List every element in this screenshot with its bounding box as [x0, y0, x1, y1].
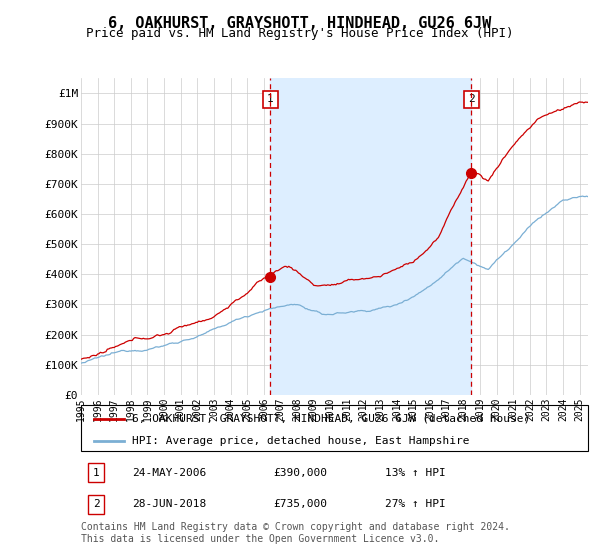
Text: 24-MAY-2006: 24-MAY-2006 — [132, 468, 206, 478]
Text: 28-JUN-2018: 28-JUN-2018 — [132, 499, 206, 509]
Text: 2: 2 — [93, 499, 100, 509]
Text: 6, OAKHURST, GRAYSHOTT, HINDHEAD, GU26 6JW (detached house): 6, OAKHURST, GRAYSHOTT, HINDHEAD, GU26 6… — [132, 414, 530, 424]
Text: Price paid vs. HM Land Registry's House Price Index (HPI): Price paid vs. HM Land Registry's House … — [86, 27, 514, 40]
Text: 1: 1 — [93, 468, 100, 478]
Text: £390,000: £390,000 — [274, 468, 328, 478]
Text: 2: 2 — [468, 95, 475, 105]
Text: 6, OAKHURST, GRAYSHOTT, HINDHEAD, GU26 6JW: 6, OAKHURST, GRAYSHOTT, HINDHEAD, GU26 6… — [109, 16, 491, 31]
Bar — [271, 78, 472, 395]
Text: Contains HM Land Registry data © Crown copyright and database right 2024.
This d: Contains HM Land Registry data © Crown c… — [81, 522, 510, 544]
Text: £735,000: £735,000 — [274, 499, 328, 509]
Text: 27% ↑ HPI: 27% ↑ HPI — [385, 499, 446, 509]
Text: HPI: Average price, detached house, East Hampshire: HPI: Average price, detached house, East… — [132, 436, 469, 446]
Text: 1: 1 — [267, 95, 274, 105]
Text: 13% ↑ HPI: 13% ↑ HPI — [385, 468, 446, 478]
